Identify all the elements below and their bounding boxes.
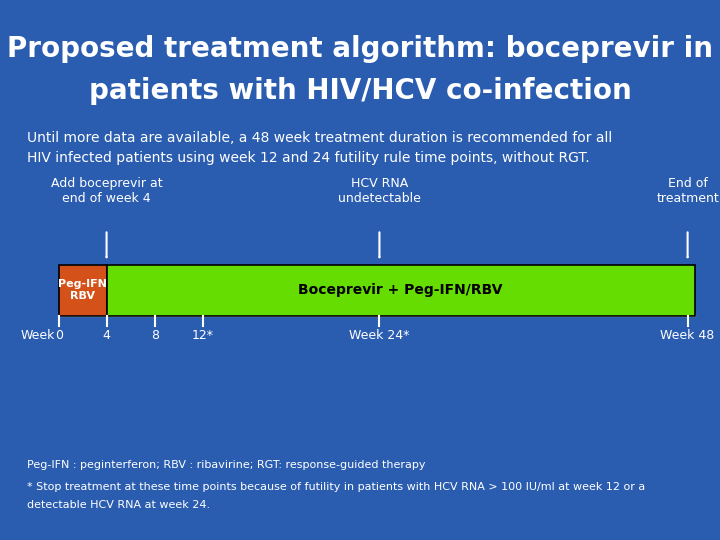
Text: Peg-IFN
RBV: Peg-IFN RBV [58,280,107,301]
Text: HIV infected patients using week 12 and 24 futility rule time points, without RG: HIV infected patients using week 12 and … [27,151,590,165]
Text: Proposed treatment algorithm: boceprevir in: Proposed treatment algorithm: boceprevir… [7,35,713,63]
Text: End of
treatment: End of treatment [656,177,719,205]
Text: Add boceprevir at
end of week 4: Add boceprevir at end of week 4 [50,177,163,205]
Text: 4: 4 [103,329,110,342]
Text: * Stop treatment at these time points because of futility in patients with HCV R: * Stop treatment at these time points be… [27,482,646,492]
Text: HCV RNA
undetectable: HCV RNA undetectable [338,177,421,205]
Text: 12*: 12* [192,329,214,342]
Text: 0: 0 [55,329,63,342]
Text: detectable HCV RNA at week 24.: detectable HCV RNA at week 24. [27,500,210,510]
Text: patients with HIV/HCV co-infection: patients with HIV/HCV co-infection [89,77,631,105]
Text: Peg-IFN : peginterferon; RBV : ribavirine; RGT: response-guided therapy: Peg-IFN : peginterferon; RBV : ribavirin… [27,460,426,470]
Text: 8: 8 [150,329,159,342]
Text: Until more data are available, a 48 week treatment duration is recommended for a: Until more data are available, a 48 week… [27,131,613,145]
Text: Boceprevir + Peg-IFN/RBV: Boceprevir + Peg-IFN/RBV [298,284,503,297]
Bar [107,265,695,316]
Text: Week 24*: Week 24* [349,329,410,342]
Text: Week: Week [20,329,55,342]
Text: Week 48: Week 48 [660,329,715,342]
Bar [59,265,107,316]
